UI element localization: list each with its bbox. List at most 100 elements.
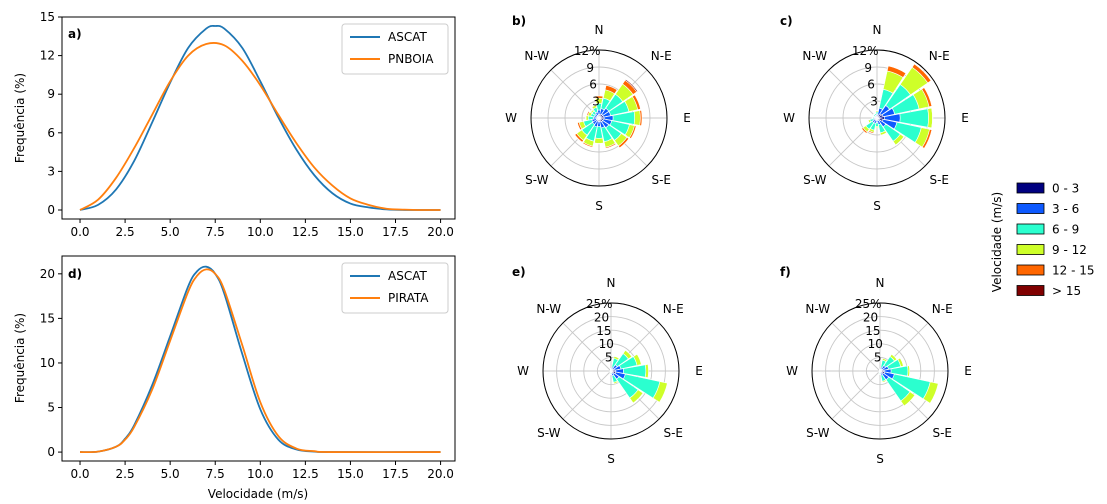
line-chart-a: a) Frequência (%) 0.0 2.5 5.0 7.5 10.0 12.5 15… [13,10,456,239]
ring-label-c-0: 3 [870,94,878,108]
x-tick-label-d-2: 5.0 [161,467,180,481]
direction-label-b-s: S [595,199,603,213]
direction-label-c-s-w: S-W [803,173,826,187]
x-tick-label-a-8: 20.0 [427,225,454,239]
grid-spoke-b-7 [550,69,600,119]
panel-label-a: a) [68,27,82,41]
rose-bar-f-4-3 [907,365,910,377]
y-tick-label-d-3: 15 [40,311,55,325]
rose-bar-e-9-2 [609,371,612,374]
legend-label-a-0: ASCAT [388,30,427,44]
grid-spoke-c-7 [828,69,878,119]
rose-bar-b-7-4 [604,142,617,149]
ring-label-b-1: 6 [589,78,597,92]
ring-label-b-0: 3 [592,94,600,108]
direction-label-c-n: N [873,23,882,37]
panel-label-c: c) [780,14,793,28]
speed-legend-swatch-1 [1016,203,1045,214]
rose-bar-e-3-3 [632,353,642,366]
rose-bar-f-2-3 [889,353,898,362]
direction-label-f-s-e: S-E [932,426,952,440]
direction-label-b-n: N [595,23,604,37]
ring-label-f-1: 10 [868,337,883,351]
ring-label-e-3: 20 [594,310,609,324]
ring-label-e-4: 25% [586,297,613,311]
grid-spoke-e-5 [562,370,612,420]
speed-legend-swatch-3 [1016,244,1045,255]
x-tick-label-a-4: 10.0 [247,225,274,239]
direction-label-b-n-w: N-W [524,49,549,63]
rose-bar-f-5-3 [922,381,939,404]
ring-label-c-1: 6 [867,78,875,92]
direction-label-c-n-e: N-E [929,49,950,63]
y-tick-label-a-3: 9 [47,87,55,101]
rose-bar-b-1-4 [604,84,618,95]
rose-bar-c-8-3 [874,126,880,128]
grid-spoke-f-7 [831,322,881,372]
rose-bar-b-11-4 [577,121,583,131]
direction-label-e-s-e: S-E [663,426,683,440]
direction-label-b-e: E [683,111,691,125]
ticks-d: 0.0 2.5 5.0 7.5 10.0 12.5 15.0 17.5 20.0 0 5 10 15 20 [40,267,454,481]
rose-bar-c-6-4 [895,136,905,146]
y-tick-label-d-2: 10 [40,356,55,370]
rose-bar-b-10-5 [573,134,583,144]
series-lines-d [80,265,441,454]
speed-legend-label-2: 6 - 9 [1052,223,1079,237]
x-tick-label-a-0: 0.0 [70,225,89,239]
series-line-a-ascat [79,24,441,211]
panel-label-d: d) [68,267,82,281]
direction-label-c-w: W [783,111,795,125]
legend-d: ASCAT PIRATA [341,262,449,314]
direction-label-c-s-e: S-E [929,173,949,187]
y-axis-label-d: Frequência (%) [13,313,27,403]
direction-label-f-n: N [876,276,885,290]
rose-bar-c-9-4 [867,129,875,134]
y-axis-label-a: Frequência (%) [13,73,27,163]
rose-frame-e [542,302,680,440]
rose-bar-b-4-3 [633,110,641,126]
ring-label-e-2: 15 [596,324,611,338]
legend-label-a-1: PNBOIA [388,52,434,66]
x-tick-label-d-1: 2.5 [116,467,135,481]
ring-label-e-1: 10 [599,337,614,351]
x-tick-label-a-3: 7.5 [206,225,225,239]
x-tick-label-a-5: 12.5 [292,225,319,239]
direction-label-e-s: S [607,452,615,466]
x-tick-label-d-4: 10.0 [247,467,274,481]
y-tick-label-a-1: 3 [47,164,55,178]
y-tick-label-a-5: 15 [40,10,55,24]
rose-bar-f-1-3 [882,358,888,363]
y-tick-label-d-4: 20 [40,267,55,281]
direction-label-f-w: W [786,364,798,378]
rose-bar-e-1-3 [613,356,620,361]
speed-legend-swatch-5 [1016,285,1045,296]
rose-frame-b [530,49,668,187]
rose-bar-c-3-4 [921,87,933,108]
rose-bar-e-6-3 [629,389,644,404]
y-tick-label-a-0: 0 [47,203,55,217]
panel-label-f: f) [780,265,791,279]
direction-label-b-w: W [505,111,517,125]
rose-bar-b-2-5 [624,78,639,93]
y-tick-label-a-4: 12 [40,49,55,63]
rose-bar-b-8-4 [593,142,605,145]
ring-label-b-2: 9 [586,61,594,75]
legend-label-d-1: PIRATA [388,291,429,305]
x-tick-label-d-0: 0.0 [70,467,89,481]
legend-label-d-0: ASCAT [388,269,427,283]
rose-bar-c-11-4 [867,119,870,124]
rose-bar-f-9-2 [878,371,881,374]
rose-frame-f [811,302,949,440]
ring-label-e-0: 5 [605,351,613,365]
x-tick-label-d-8: 20.0 [427,467,454,481]
y-tick-label-d-0: 0 [47,445,55,459]
rose-bar-e-5-3 [652,381,668,403]
direction-label-f-n-e: N-E [932,302,953,316]
rose-bar-c-10-4 [861,127,868,134]
speed-legend-title: Velocidade (m/s) [990,192,1004,292]
grid-spoke-e-7 [562,322,612,372]
line-chart-d: d) Frequência (%) Velocidade (m/s) 0.0 2.… [13,255,456,501]
grid-spoke-f-5 [831,370,881,420]
